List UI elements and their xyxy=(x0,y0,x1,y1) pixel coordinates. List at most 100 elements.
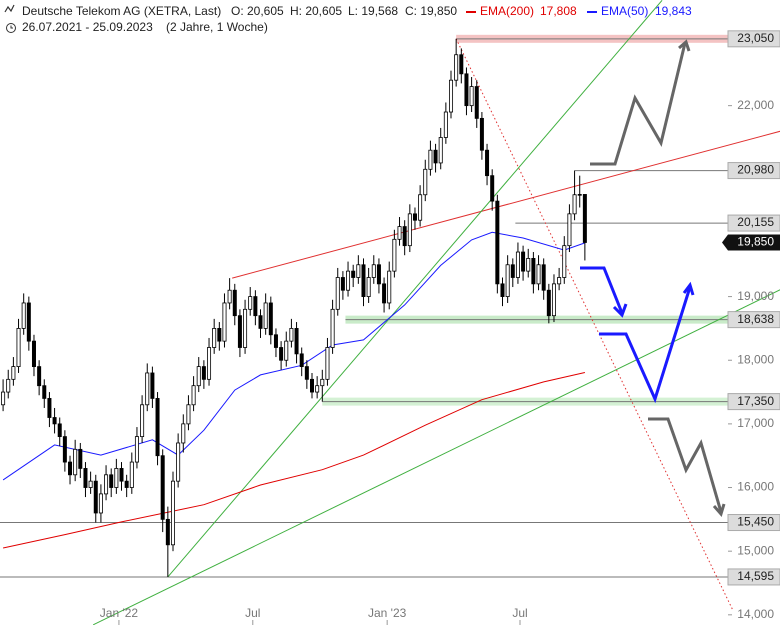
projection-arrow xyxy=(590,42,687,166)
candle-body xyxy=(222,302,227,342)
candle-body xyxy=(392,238,397,272)
candle-body xyxy=(346,270,351,291)
candle-body xyxy=(521,251,526,272)
candle-body xyxy=(201,366,206,380)
chart-title: Deutsche Telekom AG (XETRA, Last) xyxy=(22,4,221,18)
level-label-box xyxy=(727,162,780,180)
candle-body xyxy=(273,334,278,348)
last-price-label: 19,850 xyxy=(737,235,774,249)
candle-body xyxy=(469,86,474,107)
candle-body xyxy=(515,251,520,278)
candle-body xyxy=(361,264,366,297)
level-label: 14,595 xyxy=(737,569,774,583)
candle-body xyxy=(232,289,237,317)
level-label: 20,980 xyxy=(737,163,774,177)
candle-body xyxy=(433,149,438,164)
candle-body xyxy=(289,328,294,342)
candle-body xyxy=(325,347,330,380)
candle-body xyxy=(119,468,124,482)
candle-body xyxy=(186,404,191,425)
candle-body xyxy=(299,353,304,367)
y-tick-label: 18,000 xyxy=(737,352,774,366)
candle-body xyxy=(335,277,340,310)
candle-body xyxy=(315,385,320,393)
candle-body xyxy=(505,264,510,297)
clock-icon xyxy=(10,25,13,29)
candle-body xyxy=(546,289,551,317)
candle-body xyxy=(196,366,201,387)
candle-body xyxy=(438,137,443,164)
candle-body xyxy=(387,270,392,304)
candle-body xyxy=(31,340,36,367)
x-tick-label: Jul xyxy=(512,606,527,620)
level-label-box xyxy=(727,311,780,329)
candle-body xyxy=(541,264,546,291)
candle-body xyxy=(181,423,186,444)
candle-body xyxy=(176,442,181,482)
candle-body xyxy=(428,149,433,170)
candle-body xyxy=(551,283,556,317)
ohlc-label: H: 20,605 xyxy=(290,4,342,18)
x-tick-label: Jan '23 xyxy=(368,606,407,620)
candle-body xyxy=(42,385,47,399)
candle-body xyxy=(449,79,454,113)
axis: 22,000 19,000 18,000 17,000 16,000 15,000 14,0… xyxy=(100,30,780,625)
projection-arrow xyxy=(648,417,723,513)
last-price-box xyxy=(722,234,780,251)
candle-body xyxy=(562,245,567,278)
candle-body xyxy=(351,270,356,278)
candle-body xyxy=(567,213,572,247)
trendline xyxy=(167,0,663,578)
candle-body xyxy=(243,308,248,348)
candle-body xyxy=(284,340,289,361)
candle-body xyxy=(500,283,505,297)
trendline xyxy=(92,289,780,625)
candle-body xyxy=(356,264,361,278)
candle-body xyxy=(114,468,119,488)
candle-body xyxy=(6,378,11,393)
candle-body xyxy=(155,398,160,457)
ohlc-label: O: 20,605 xyxy=(231,4,284,18)
candle-body xyxy=(78,448,83,469)
level-label: 17,350 xyxy=(737,394,774,408)
level-label: 20,155 xyxy=(737,215,774,229)
legend-value: 19,843 xyxy=(655,4,692,18)
candle-body xyxy=(212,328,217,348)
candle-body xyxy=(104,474,109,495)
candle-body xyxy=(191,385,196,406)
candle-body xyxy=(531,258,536,285)
candle-body xyxy=(109,474,114,488)
candle-body xyxy=(52,417,57,425)
level-label: 23,050 xyxy=(737,31,774,45)
candle-body xyxy=(134,436,139,463)
candle-body xyxy=(258,315,263,329)
ohlc-label: L: 19,568 xyxy=(348,4,398,18)
candle-body xyxy=(526,258,531,272)
period: (2 Jahre, 1 Woche) xyxy=(166,20,268,34)
candle-body xyxy=(1,391,6,406)
level-label-box xyxy=(727,214,780,232)
candle-body xyxy=(68,461,73,476)
candle-body xyxy=(397,226,402,240)
candle-body xyxy=(93,480,98,514)
ema-line xyxy=(2,372,586,549)
candle-body xyxy=(407,213,412,247)
x-tick-label: Jul xyxy=(245,606,260,620)
level-label-box xyxy=(727,514,780,532)
candle-body xyxy=(150,372,155,399)
candle-body xyxy=(11,366,16,380)
clock-icon xyxy=(6,23,16,33)
candle-body xyxy=(140,404,145,438)
candle-body xyxy=(443,111,448,138)
candle-body xyxy=(21,302,26,329)
y-tick-label: 14,000 xyxy=(737,607,774,621)
y-tick-label: 15,000 xyxy=(737,543,774,557)
candle-body xyxy=(582,194,587,243)
trendline xyxy=(232,130,780,279)
candle-body xyxy=(160,455,165,520)
candle-body xyxy=(304,366,309,380)
candle-body xyxy=(371,264,376,278)
candle-body xyxy=(572,194,577,215)
